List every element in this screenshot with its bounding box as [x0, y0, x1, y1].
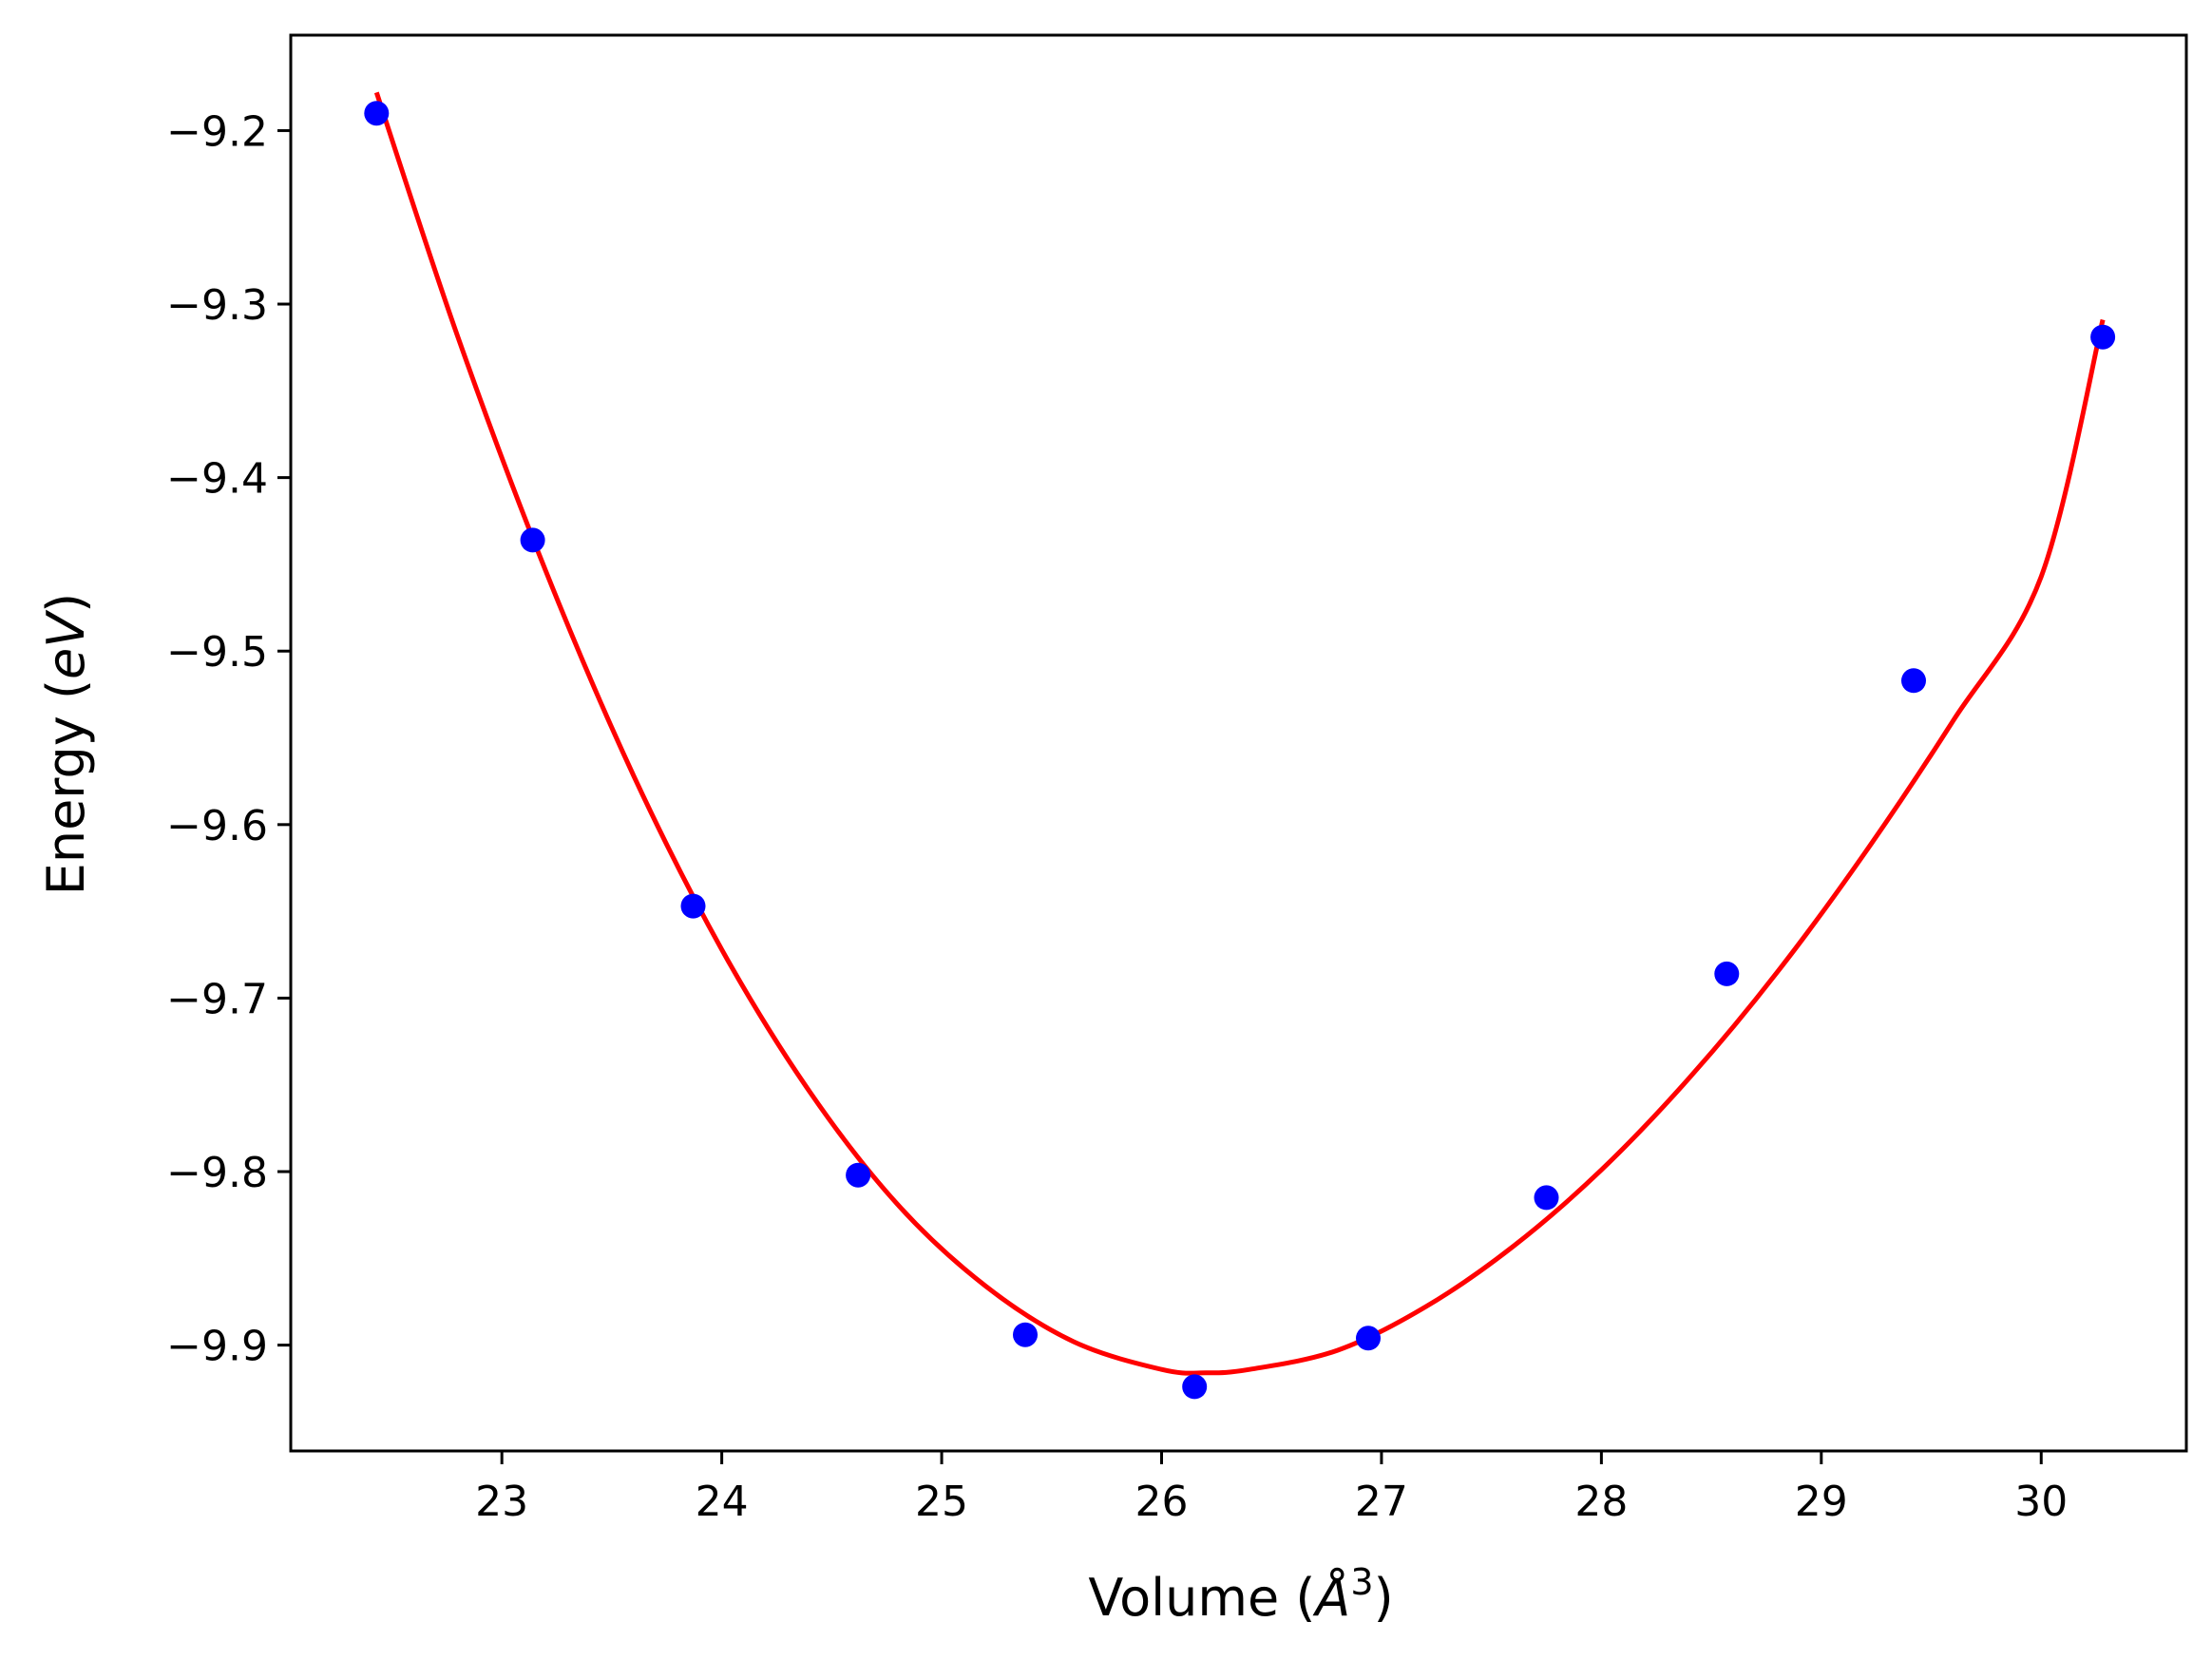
x-tick-label: 29 — [1795, 1478, 1848, 1526]
y-axis-ticks: −9.2 −9.3 −9.4 −9.5 −9.6 −9.7 −9.8 −9.9 — [166, 107, 291, 1371]
y-tick-label: −9.2 — [166, 107, 268, 156]
fit-curve — [373, 91, 2106, 1376]
x-tick-label: 30 — [2014, 1478, 2068, 1526]
data-point — [1714, 961, 1740, 986]
y-axis-label-unit: eV — [36, 609, 96, 679]
x-axis-label: Volume (Å3) — [1088, 1561, 1393, 1628]
y-tick-label: −9.7 — [166, 975, 268, 1023]
plot-frame — [289, 33, 2188, 1453]
y-axis-label: Energy (eV) — [36, 593, 96, 896]
data-point — [1182, 1374, 1208, 1400]
data-point — [520, 527, 545, 553]
x-tick-label: 27 — [1355, 1478, 1408, 1526]
plot-series — [364, 91, 2116, 1400]
x-axis-label-suffix: ) — [1374, 1568, 1394, 1628]
data-point — [2090, 324, 2116, 350]
data-point — [1013, 1322, 1038, 1347]
y-tick-label: −9.9 — [166, 1323, 268, 1371]
y-tick-label: −9.8 — [166, 1149, 268, 1197]
y-tick-label: −9.4 — [166, 455, 268, 504]
data-point — [1356, 1326, 1381, 1351]
data-point — [1534, 1185, 1559, 1211]
x-tick-label: 23 — [475, 1478, 528, 1526]
y-tick-label: −9.5 — [166, 628, 268, 677]
x-axis-label-symbol: Å — [1312, 1567, 1350, 1628]
x-axis-ticks: 23 24 25 26 27 28 29 30 — [475, 1451, 2068, 1526]
x-axis-label-superscript: 3 — [1350, 1561, 1373, 1603]
x-axis-label-prefix: Volume ( — [1088, 1568, 1315, 1628]
data-point — [680, 893, 706, 919]
x-tick-label: 28 — [1574, 1478, 1628, 1526]
y-tick-label: −9.6 — [166, 802, 268, 850]
data-point — [846, 1162, 871, 1188]
x-tick-label: 25 — [915, 1478, 968, 1526]
y-tick-label: −9.3 — [166, 281, 268, 330]
x-tick-label: 26 — [1135, 1478, 1188, 1526]
data-point — [1901, 668, 1926, 694]
y-axis-label-suffix: ) — [36, 593, 96, 613]
x-tick-label: 24 — [696, 1478, 749, 1526]
y-axis-label-prefix: Energy ( — [36, 679, 96, 895]
data-point — [364, 101, 390, 126]
